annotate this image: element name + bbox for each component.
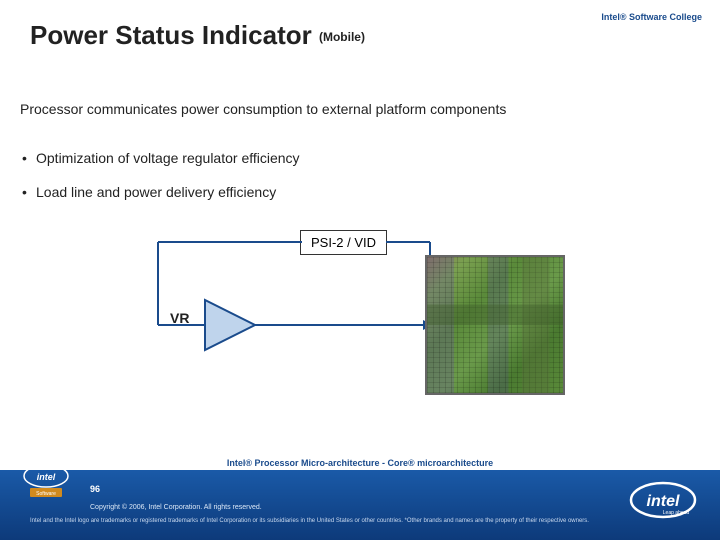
- title-main: Power Status Indicator: [30, 20, 312, 50]
- bullet-item: •Load line and power delivery efficiency: [22, 184, 300, 200]
- copyright-text: Copyright © 2006, Intel Corporation. All…: [90, 504, 262, 511]
- svg-text:intel: intel: [647, 493, 680, 510]
- bullet-dot-icon: •: [22, 184, 36, 200]
- bullet-dot-icon: •: [22, 150, 36, 166]
- footer-course-title: Intel® Processor Micro-architecture - Co…: [0, 458, 720, 468]
- vr-amplifier-icon: [205, 300, 255, 350]
- slide-title: Power Status Indicator (Mobile): [30, 20, 365, 51]
- intel-logo-icon: intel Leap ahead: [628, 478, 698, 522]
- bullet-item: •Optimization of voltage regulator effic…: [22, 150, 300, 166]
- footer-bar: intel Software 96 Copyright © 2006, Inte…: [0, 470, 720, 540]
- title-sub: (Mobile): [319, 30, 365, 44]
- trademark-text: Intel and the Intel logo are trademarks …: [30, 518, 690, 524]
- svg-text:Leap ahead: Leap ahead: [663, 510, 690, 516]
- svg-text:Software: Software: [36, 491, 56, 497]
- slide-number: 96: [90, 484, 100, 494]
- processor-die-image: [425, 255, 565, 395]
- bullet-text: Load line and power delivery efficiency: [36, 184, 276, 200]
- body-text: Processor communicates power consumption…: [20, 100, 700, 118]
- bullet-list: •Optimization of voltage regulator effic…: [22, 150, 300, 218]
- header-brand: Intel® Software College: [601, 12, 702, 22]
- diagram: PSI-2 / VID VR: [140, 230, 580, 430]
- svg-text:intel: intel: [37, 472, 56, 482]
- intel-software-logo-icon: intel Software: [22, 464, 70, 500]
- bullet-text: Optimization of voltage regulator effici…: [36, 150, 300, 166]
